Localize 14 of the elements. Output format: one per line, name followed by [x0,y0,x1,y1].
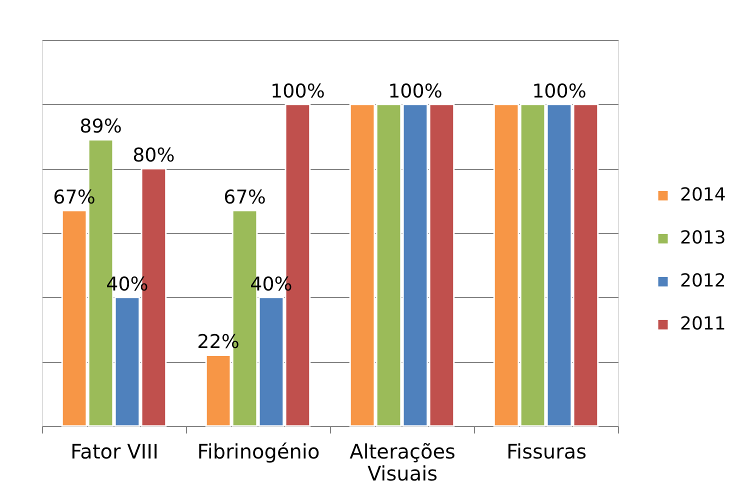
x-tick-label: Alterações Visuais [350,440,456,486]
data-label: 100% [532,80,586,102]
data-label: 100% [270,80,325,102]
data-label: 67% [224,186,266,208]
x-tick-label: Fissuras [506,440,587,464]
data-label: 80% [132,144,175,167]
legend-label: 2012 [680,270,726,292]
legend-label: 2013 [680,228,726,249]
data-label: 89% [80,116,122,138]
x-tick-label: Fator VIII [70,440,158,464]
data-label: 100% [388,80,442,102]
legend-label: 2011 [680,314,726,335]
x-tick-label: Fibrinogénio [197,440,320,464]
legend-label: 2014 [680,184,726,206]
